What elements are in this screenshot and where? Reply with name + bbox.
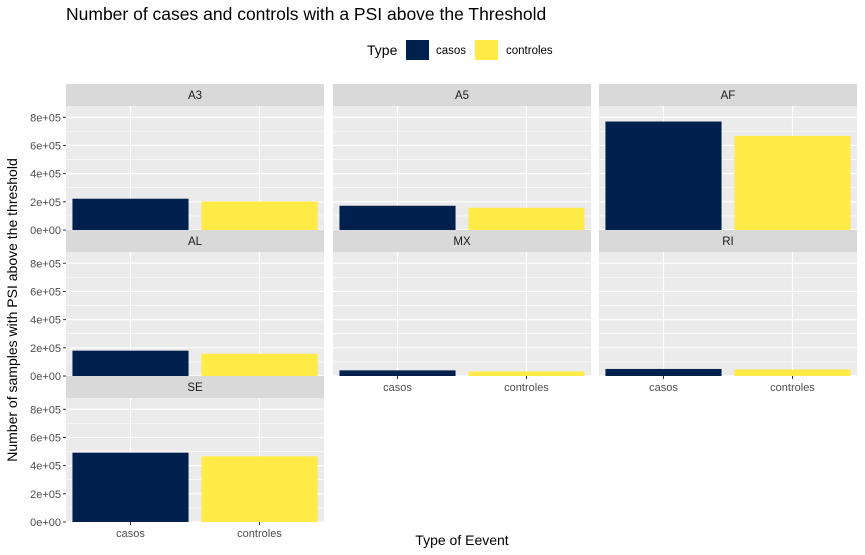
- legend-label-controles: controles: [506, 45, 553, 57]
- strip-a3: [66, 84, 324, 106]
- strip-label-se: SE: [187, 382, 203, 394]
- chart-title: Number of cases and controls with a PSI …: [66, 4, 546, 24]
- strip-label-af: AF: [721, 90, 736, 102]
- bar-se-casos: [72, 452, 189, 522]
- strip-label-mx: MX: [453, 236, 471, 248]
- strip-a5: [333, 84, 591, 106]
- strip-af: [599, 84, 857, 106]
- bar-ri-casos: [605, 368, 722, 376]
- y-tick-label: 4e+05: [30, 461, 61, 473]
- bar-mx-casos: [339, 370, 456, 376]
- bar-a3-casos: [72, 198, 189, 230]
- x-tick-label-casos: casos: [383, 382, 412, 394]
- strip-label-al: AL: [188, 236, 203, 248]
- x-tick-label-casos: casos: [649, 382, 678, 394]
- strip-label-a5: A5: [455, 90, 469, 102]
- y-tick-label: 6e+05: [30, 432, 61, 444]
- bar-se-controles: [201, 456, 318, 522]
- y-tick-label: 0e+00: [30, 225, 61, 237]
- bar-af-controles: [734, 135, 851, 230]
- x-tick-label-casos: casos: [116, 528, 145, 540]
- y-tick-label: 4e+05: [30, 169, 61, 181]
- bar-a5-controles: [468, 207, 585, 230]
- y-axis-label: Number of samples with PSI above the thr…: [4, 158, 20, 462]
- y-tick-label: 2e+05: [30, 489, 61, 501]
- legend: Type casos controles: [367, 40, 553, 60]
- y-tick-label: 6e+05: [30, 140, 61, 152]
- y-tick-label: 2e+05: [30, 343, 61, 355]
- y-tick-label: 6e+05: [30, 286, 61, 298]
- y-tick-label: 8e+05: [30, 112, 61, 124]
- bar-mx-controles: [468, 371, 585, 376]
- x-tick-label-controles: controles: [770, 382, 815, 394]
- strip-ri: [599, 230, 857, 252]
- strip-se: [66, 376, 324, 398]
- y-tick-label: 8e+05: [30, 404, 61, 416]
- x-axis-label: Type of Eevent: [415, 532, 509, 548]
- strip-mx: [333, 230, 591, 252]
- panel-bg-mx: [333, 252, 591, 376]
- x-tick-label-controles: controles: [504, 382, 549, 394]
- legend-key-controles: [475, 40, 498, 60]
- bar-al-controles: [201, 353, 318, 376]
- facet-panels: A3 0e+00 2e+05 4e+05 6e+05 8e+05 A5 AF AL 0e+00 2e…: [30, 84, 857, 540]
- x-tick-label-controles: controles: [237, 528, 282, 540]
- y-tick-label: 8e+05: [30, 258, 61, 270]
- y-tick-label: 0e+00: [30, 371, 61, 383]
- y-tick-label: 2e+05: [30, 197, 61, 209]
- bar-af-casos: [605, 121, 722, 230]
- bar-al-casos: [72, 350, 189, 376]
- bar-a5-casos: [339, 205, 456, 230]
- strip-al: [66, 230, 324, 252]
- strip-label-ri: RI: [722, 236, 734, 248]
- y-tick-label: 4e+05: [30, 315, 61, 327]
- legend-key-casos: [406, 40, 429, 60]
- panel-bg-ri: [599, 252, 857, 376]
- bar-a3-controles: [201, 201, 318, 230]
- y-tick-label: 0e+00: [30, 517, 61, 529]
- legend-title: Type: [367, 42, 398, 58]
- legend-label-casos: casos: [436, 45, 466, 57]
- bar-ri-controles: [734, 369, 851, 376]
- strip-label-a3: A3: [188, 90, 202, 102]
